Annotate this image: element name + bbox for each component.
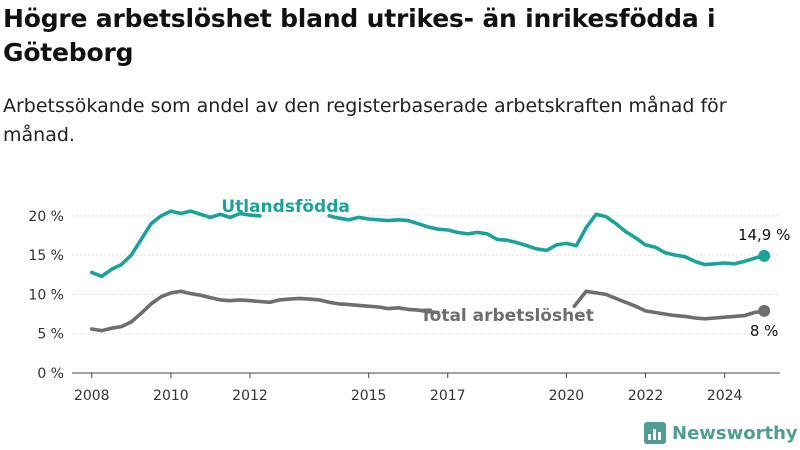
x-tick-label: 2008 — [74, 388, 110, 404]
y-tick-label: 0 % — [37, 366, 64, 382]
end-value-label-total: 8 % — [750, 322, 779, 340]
x-tick-label: 2022 — [628, 388, 664, 404]
brand-name: Newsworthy — [672, 422, 798, 444]
series-label-total: Total arbetslöshet — [420, 306, 594, 326]
series-label-utlandsfodda: Utlandsfödda — [221, 197, 350, 217]
x-tick-label: 2020 — [549, 388, 585, 404]
brand-logo: Newsworthy — [644, 420, 798, 446]
end-value-label-utlandsfodda: 14,9 % — [738, 226, 790, 244]
x-tick-label: 2024 — [707, 388, 743, 404]
y-tick-label: 15 % — [28, 248, 64, 264]
y-tick-label: 20 % — [28, 209, 64, 225]
series-end-marker-2 — [758, 304, 771, 317]
y-tick-label: 10 % — [28, 287, 64, 303]
chart-title: Högre arbetslöshet bland utrikes- än inr… — [3, 4, 716, 67]
chart-subtitle: Arbetssökande som andel av den registerb… — [3, 95, 727, 146]
x-tick-label: 2012 — [232, 388, 268, 404]
line-chart: 0 % 5 % 10 % 15 % 20 % 2008 2010 2012 2015 2017 20… — [28, 197, 790, 404]
x-tick-label: 2017 — [430, 388, 466, 404]
series-end-marker-1 — [758, 249, 771, 262]
y-tick-label: 5 % — [37, 327, 64, 343]
x-tick-label: 2015 — [351, 388, 387, 404]
series-line-1 — [90, 209, 766, 279]
bar-chart-logo-icon — [644, 422, 666, 444]
x-tick-label: 2010 — [153, 388, 189, 404]
series-line-2 — [90, 289, 766, 333]
